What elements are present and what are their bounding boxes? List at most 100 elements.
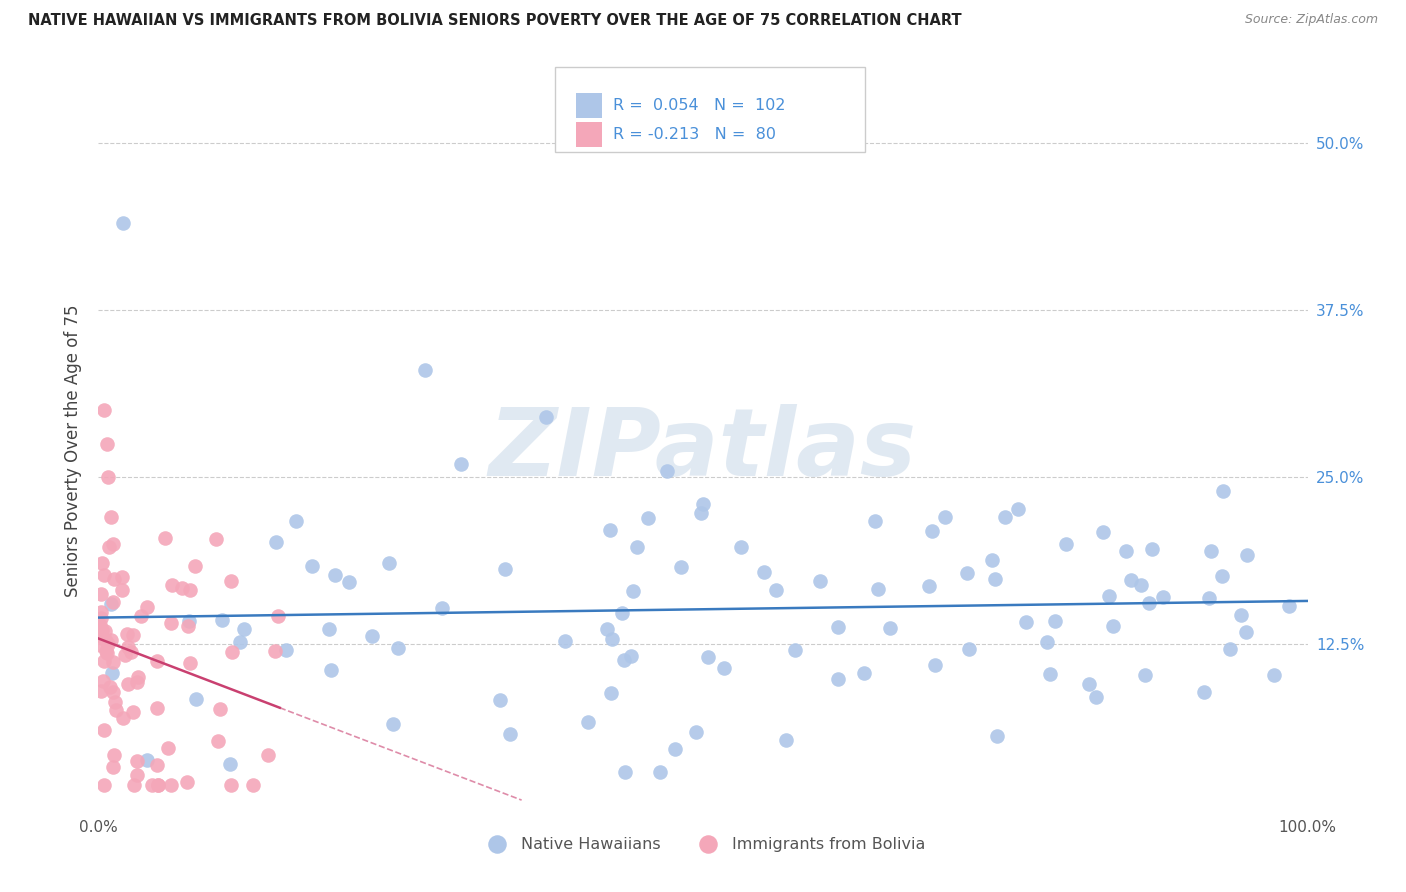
Point: [179, 656, 201, 670]
Point: [956, 566, 979, 580]
Point: [127, 754, 149, 768]
Point: [994, 510, 1017, 524]
Point: [1054, 537, 1077, 551]
Point: [1119, 573, 1142, 587]
Point: [264, 534, 287, 549]
Point: [91, 673, 114, 688]
Point: [1278, 599, 1301, 613]
Point: [263, 643, 285, 657]
Point: [685, 725, 707, 739]
Point: [1129, 578, 1152, 592]
Point: [94, 634, 117, 648]
Point: [117, 627, 139, 641]
Point: [339, 574, 361, 589]
Point: [208, 701, 231, 715]
Point: [157, 741, 180, 756]
Point: [103, 572, 125, 586]
Point: [274, 643, 297, 657]
Point: [177, 614, 200, 628]
Point: [93, 403, 115, 417]
Point: [184, 558, 207, 573]
Point: [765, 582, 787, 597]
Point: [648, 764, 671, 779]
Point: [229, 634, 252, 648]
Point: [1198, 591, 1220, 605]
Point: [207, 733, 229, 747]
Point: [146, 654, 169, 668]
Point: [381, 716, 404, 731]
Point: [1085, 690, 1108, 704]
Point: [104, 695, 127, 709]
Point: [1015, 615, 1038, 629]
Point: [1263, 668, 1285, 682]
Point: [852, 665, 875, 680]
Point: [100, 633, 122, 648]
Point: [101, 665, 124, 680]
Point: [146, 778, 169, 792]
Point: [655, 464, 678, 478]
Point: [141, 778, 163, 792]
Point: [924, 657, 946, 672]
Point: [184, 691, 207, 706]
Point: [669, 560, 692, 574]
Point: [957, 641, 980, 656]
Point: [172, 581, 194, 595]
Point: [494, 562, 516, 576]
Point: [1102, 619, 1125, 633]
Point: [1098, 589, 1121, 603]
Point: [93, 568, 115, 582]
Point: [90, 587, 112, 601]
Point: [111, 711, 134, 725]
Point: [808, 574, 831, 588]
Point: [104, 703, 127, 717]
Point: [1077, 676, 1099, 690]
Point: [146, 757, 169, 772]
Point: [554, 633, 576, 648]
Point: [983, 572, 1005, 586]
Point: [219, 574, 242, 588]
Point: [242, 778, 264, 792]
Point: [124, 778, 146, 792]
Point: [921, 524, 943, 538]
Point: [488, 693, 510, 707]
Point: [101, 760, 124, 774]
Point: [696, 650, 718, 665]
Point: [160, 578, 183, 592]
Point: [89, 629, 111, 643]
Point: [218, 756, 240, 771]
Point: [146, 778, 169, 792]
Point: [1140, 542, 1163, 557]
Point: [1152, 591, 1174, 605]
Point: [120, 645, 142, 659]
Point: [103, 685, 125, 699]
Point: [325, 568, 347, 582]
Text: R = -0.213   N =  80: R = -0.213 N = 80: [613, 128, 776, 142]
Point: [879, 621, 901, 635]
Point: [89, 618, 111, 632]
Point: [179, 582, 201, 597]
Point: [101, 594, 124, 608]
Point: [101, 655, 124, 669]
Point: [1236, 549, 1258, 563]
Point: [111, 216, 134, 230]
Point: [93, 778, 115, 792]
Point: [90, 605, 112, 619]
Point: [125, 768, 148, 782]
Text: Source: ZipAtlas.com: Source: ZipAtlas.com: [1244, 13, 1378, 27]
Point: [256, 747, 278, 762]
Point: [1133, 668, 1156, 682]
Point: [121, 628, 143, 642]
Point: [127, 670, 149, 684]
Point: [621, 584, 644, 599]
Point: [117, 676, 139, 690]
Point: [321, 663, 343, 677]
Point: [981, 553, 1004, 567]
Point: [596, 622, 619, 636]
Point: [730, 541, 752, 555]
Point: [100, 510, 122, 524]
Point: [318, 622, 340, 636]
Point: [626, 541, 648, 555]
Point: [114, 648, 136, 662]
Point: [96, 436, 118, 450]
Point: [111, 582, 134, 597]
